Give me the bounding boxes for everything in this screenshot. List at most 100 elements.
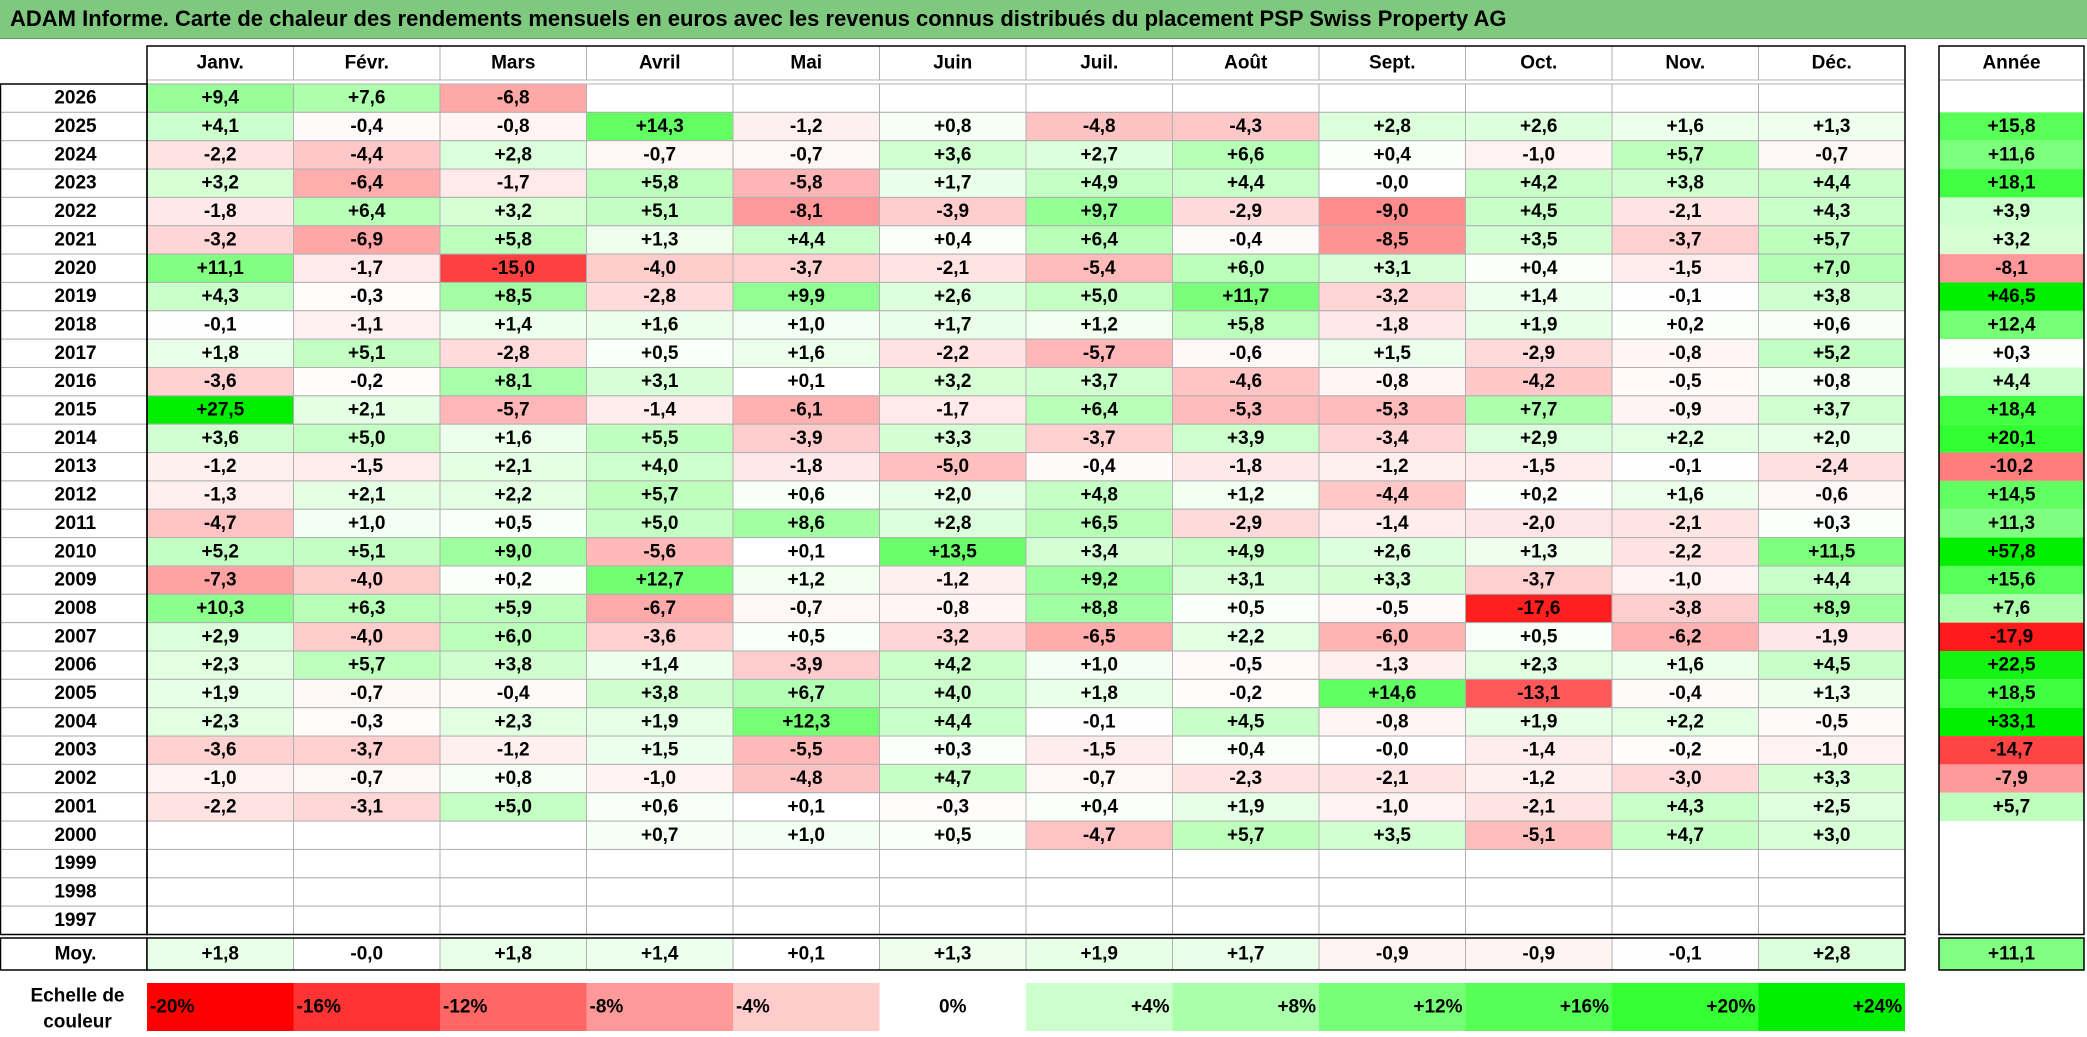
heatmap-cell (1758, 83, 1906, 113)
cell-value: +1,8 (1080, 683, 1118, 704)
heatmap-cell (146, 678, 294, 709)
cell-value: +0,5 (1227, 598, 1265, 619)
heatmap-cell (1172, 367, 1320, 397)
heatmap-cell (1025, 480, 1173, 510)
year-label: 2004 (54, 711, 97, 732)
heatmap-cell (1758, 905, 1906, 936)
year-label: 2018 (54, 314, 96, 335)
cell-value: -4,2 (1522, 371, 1555, 392)
cell-value: -1,0 (1522, 144, 1555, 165)
heatmap-cell (1172, 168, 1320, 198)
heatmap-cell (293, 140, 441, 170)
heatmap-cell (732, 905, 880, 936)
cell-value: +13,5 (929, 541, 978, 562)
cell-value: -0,9 (1669, 400, 1702, 421)
annual-cell (1939, 140, 2084, 170)
cell-value: -3,7 (1669, 229, 1702, 250)
cell-value: +5,5 (641, 428, 679, 449)
month-header-12: Déc. (1812, 53, 1852, 74)
heatmap-cell (1758, 848, 1906, 879)
average-value: -0,1 (1669, 944, 1702, 965)
heatmap-cell (1611, 650, 1759, 680)
month-header-3: Mars (491, 53, 535, 74)
heatmap-cell (1318, 763, 1466, 794)
heatmap-cell (1465, 593, 1613, 624)
heatmap-cell (1025, 650, 1173, 680)
heatmap-cell (732, 792, 880, 822)
cell-value: -5,4 (1083, 258, 1116, 279)
annual-cell (1939, 282, 2084, 311)
heatmap-cell (732, 395, 880, 425)
heatmap-cell (1172, 83, 1320, 113)
cell-value: +2,3 (1520, 655, 1558, 676)
cell-value: +2,0 (934, 485, 972, 506)
cell-value: -0,4 (1083, 456, 1116, 477)
cell-value: -1,7 (936, 400, 969, 421)
heatmap-cell (1465, 565, 1613, 595)
heatmap-cell (732, 310, 880, 340)
cell-value: +8,8 (1080, 598, 1118, 619)
heatmap-cell (1758, 367, 1906, 397)
year-label: 2015 (54, 400, 97, 421)
cell-value: -2,2 (936, 343, 969, 364)
heatmap-cell (586, 593, 734, 624)
year-cell (0, 650, 148, 680)
cell-value: +0,4 (1373, 144, 1411, 165)
heatmap-cell (732, 820, 880, 850)
color-scale-swatch (293, 983, 440, 1031)
average-cell (1318, 937, 1466, 971)
cell-value: -4,3 (1229, 116, 1262, 137)
cell-value: -3,6 (643, 626, 676, 647)
cell-value: +1,7 (934, 314, 972, 335)
cell-value: -9,0 (1376, 201, 1409, 222)
heatmap-cell (879, 225, 1027, 255)
cell-value: +9,9 (787, 286, 825, 307)
cell-value: +4,4 (1813, 570, 1851, 591)
annual-cell (1939, 84, 2084, 113)
year-label: 2014 (54, 428, 97, 449)
heatmap-cell (879, 83, 1027, 113)
cell-value: -3,9 (790, 655, 823, 676)
heatmap-cell (439, 140, 587, 170)
heatmap-cell (293, 792, 441, 822)
average-row-border (146, 937, 1906, 971)
month-header-11: Nov. (1665, 53, 1705, 74)
cell-value: +5,7 (1227, 825, 1265, 846)
heatmap-cell (1172, 707, 1320, 737)
cell-value: +1,5 (1373, 343, 1411, 364)
heatmap-cell (1758, 395, 1906, 425)
cell-value: -5,3 (1376, 400, 1409, 421)
annual-header-cell (1938, 45, 2085, 81)
cell-value: +5,0 (1080, 286, 1118, 307)
cell-value: -3,1 (350, 796, 383, 817)
cell-value: -2,8 (497, 343, 530, 364)
month-header-2: Févr. (345, 53, 389, 74)
heatmap-cell (1758, 537, 1906, 567)
cell-value: -1,2 (1376, 456, 1409, 477)
average-cell (732, 937, 880, 971)
heatmap-cell (1611, 452, 1759, 482)
heatmap-cell (732, 877, 880, 907)
heatmap-cell (1318, 848, 1466, 879)
color-scale-label: -8% (590, 997, 624, 1018)
year-cell (0, 877, 148, 907)
cell-value: +4,1 (201, 116, 239, 137)
heatmap-cell (1025, 196, 1173, 227)
year-label: 2023 (54, 173, 96, 194)
heatmap-cell (439, 508, 587, 539)
cell-value: -2,1 (936, 258, 969, 279)
heatmap-cell (146, 905, 294, 936)
cell-value: +2,2 (1227, 626, 1265, 647)
color-scale-label: -4% (736, 997, 770, 1018)
cell-value: -2,2 (1669, 541, 1702, 562)
heatmap-cell (1758, 196, 1906, 227)
annual-value: +18,5 (1987, 683, 2036, 704)
cell-value: +8,5 (494, 286, 532, 307)
heatmap-cell (586, 848, 734, 879)
heatmap-cell (586, 338, 734, 368)
cell-value: -2,4 (1815, 456, 1848, 477)
cell-value: +6,5 (1080, 513, 1118, 534)
heatmap-cell (1611, 905, 1759, 936)
heatmap-cell (732, 593, 880, 624)
cell-value: +6,4 (1080, 400, 1118, 421)
